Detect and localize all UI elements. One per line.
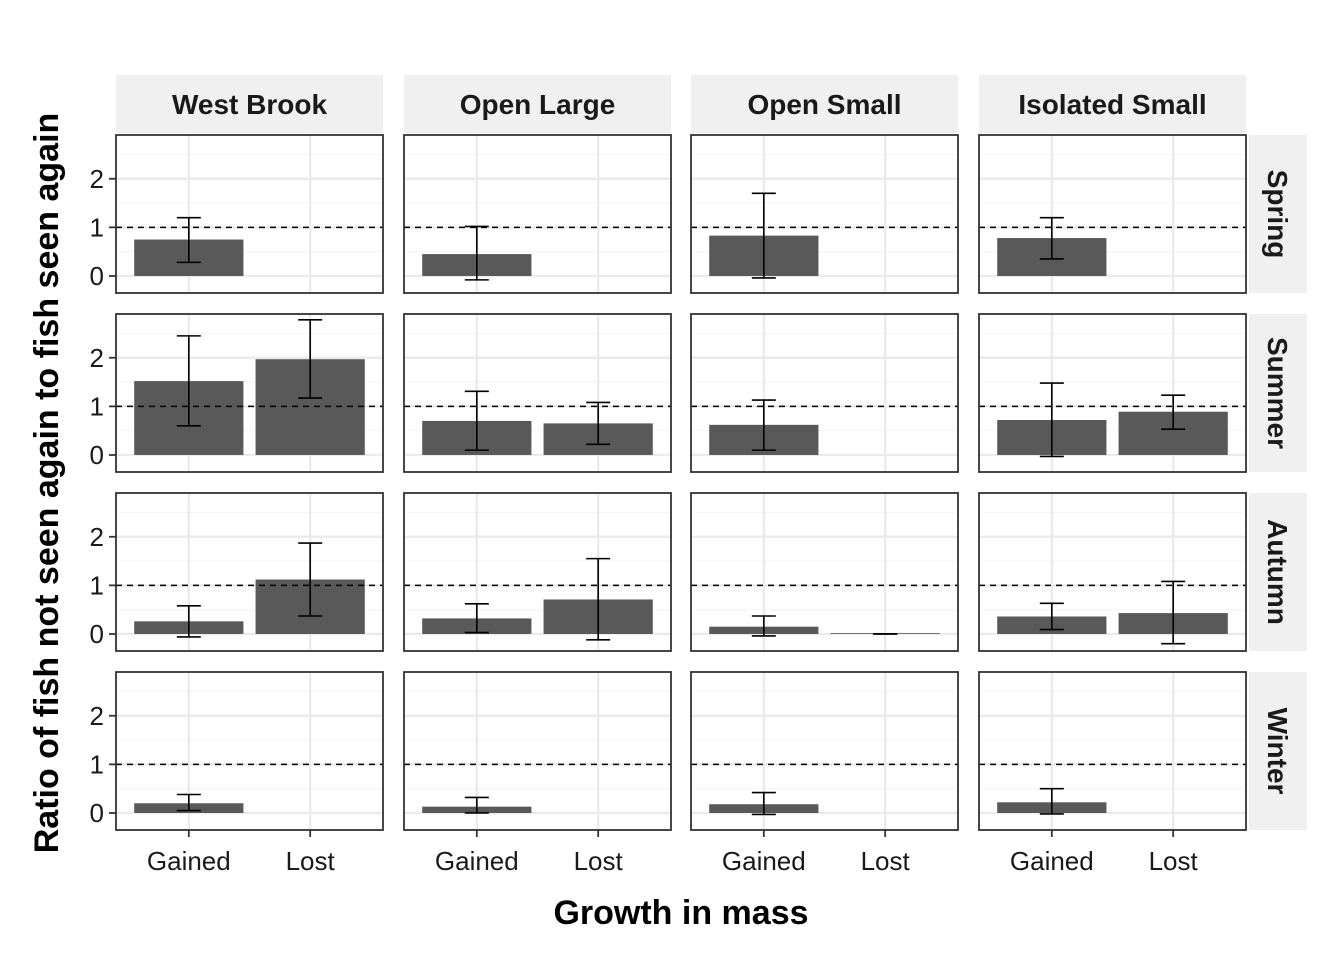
panel: [978, 134, 1247, 294]
column-strip: [691, 75, 958, 133]
panel-border: [115, 492, 384, 652]
y-tick-label: 0: [90, 798, 104, 828]
x-axis-title: Growth in mass: [553, 894, 808, 932]
y-tick-label: 2: [90, 164, 104, 194]
panels: West Brook Open Large Open Small Isolated S…: [90, 75, 1307, 876]
panel: [403, 671, 672, 831]
column-strip-label: Open Small: [747, 89, 901, 120]
panel-background: [691, 493, 958, 651]
panel-border: [978, 134, 1247, 294]
column-strip: [404, 75, 671, 133]
panel: [978, 671, 1247, 831]
panel-border: [403, 134, 672, 294]
y-tick-label: 2: [90, 701, 104, 731]
panel-border: [115, 313, 384, 473]
panel: [978, 492, 1247, 652]
panel-border: [978, 492, 1247, 652]
column-strip-label: West Brook: [172, 89, 327, 120]
panel-border: [690, 492, 959, 652]
panel: [115, 671, 384, 831]
panel-border: [403, 671, 672, 831]
row-strip: [1249, 672, 1307, 830]
row-strip-label: Autumn: [1262, 519, 1293, 625]
column-strip: [116, 75, 383, 133]
panel: [115, 134, 384, 294]
panel-border: [978, 313, 1247, 473]
panel-border: [403, 313, 672, 473]
panel-border: [690, 134, 959, 294]
panel: [978, 313, 1247, 473]
row-strip: [1249, 314, 1307, 472]
panel-border: [690, 313, 959, 473]
panel: [690, 134, 959, 294]
panel: [115, 492, 384, 652]
x-tick-label: Gained: [1010, 846, 1094, 876]
y-tick-label: 1: [90, 570, 104, 600]
panel-border: [978, 671, 1247, 831]
panel: [690, 313, 959, 473]
panel-border: [115, 671, 384, 831]
panel: [403, 313, 672, 473]
y-tick-label: 0: [90, 261, 104, 291]
y-tick-label: 1: [90, 391, 104, 421]
row-strip-label: Winter: [1262, 708, 1293, 795]
panel-border: [115, 134, 384, 294]
x-tick-label: Gained: [435, 846, 519, 876]
panel: [690, 671, 959, 831]
x-tick-label: Gained: [722, 846, 806, 876]
y-tick-label: 2: [90, 522, 104, 552]
column-strip: [979, 75, 1246, 133]
panel: [403, 492, 672, 652]
panel: [115, 313, 384, 473]
y-tick-label: 2: [90, 343, 104, 373]
row-strip-label: Summer: [1262, 337, 1293, 449]
y-axis-title: Ratio of fish not seen again to fish see…: [28, 113, 66, 854]
row-strip-label: Spring: [1262, 170, 1293, 259]
column-strip-label: Open Large: [460, 89, 616, 120]
x-tick-label: Lost: [861, 846, 911, 876]
y-tick-label: 1: [90, 212, 104, 242]
y-tick-label: 0: [90, 619, 104, 649]
panel-border: [690, 671, 959, 831]
y-tick-label: 0: [90, 440, 104, 470]
panel-border: [403, 492, 672, 652]
column-strip-label: Isolated Small: [1018, 89, 1206, 120]
x-tick-label: Lost: [574, 846, 624, 876]
panel: [403, 134, 672, 294]
x-tick-label: Gained: [147, 846, 231, 876]
row-strip: [1249, 493, 1307, 651]
y-tick-label: 1: [90, 749, 104, 779]
row-strip: [1249, 135, 1307, 293]
x-tick-label: Lost: [286, 846, 336, 876]
panel-background: [691, 672, 958, 830]
x-tick-label: Lost: [1149, 846, 1199, 876]
panel: [690, 492, 959, 652]
panel-background: [404, 672, 671, 830]
